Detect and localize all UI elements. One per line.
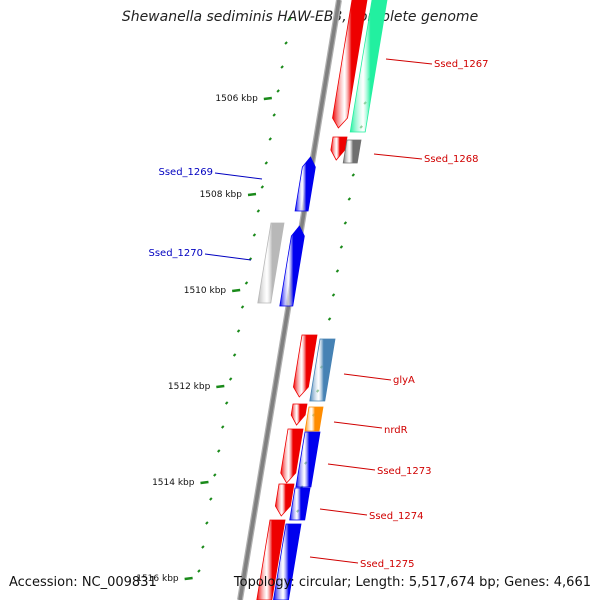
tick-label: 1516 kbp xyxy=(136,574,179,584)
gene-label: Ssed_1268 xyxy=(424,154,479,165)
gene-label: Ssed_1270 xyxy=(148,248,203,259)
minor-tick xyxy=(284,41,288,45)
gene-label: Ssed_1267 xyxy=(434,59,489,70)
minor-tick xyxy=(213,473,217,477)
outer-tick xyxy=(335,269,340,273)
minor-tick xyxy=(201,545,205,549)
gene-feature xyxy=(330,136,348,161)
major-tick xyxy=(231,288,241,293)
label-leader-line xyxy=(343,373,392,381)
gene-label: Ssed_1275 xyxy=(360,559,415,570)
minor-tick xyxy=(256,209,261,213)
minor-tick xyxy=(276,89,280,93)
minor-tick xyxy=(209,497,213,501)
gene-feature xyxy=(279,225,305,307)
label-leader-line xyxy=(309,556,359,564)
major-tick xyxy=(184,576,193,581)
gene-feature xyxy=(349,0,388,133)
gene-feature xyxy=(273,523,302,600)
tick-label: 1510 kbp xyxy=(184,286,227,296)
gene-feature xyxy=(293,334,318,398)
minor-tick xyxy=(232,353,237,357)
tick-label: 1514 kbp xyxy=(152,478,195,488)
major-tick xyxy=(263,96,272,101)
minor-tick xyxy=(228,377,233,381)
outer-tick xyxy=(343,221,348,225)
minor-tick xyxy=(280,65,284,69)
outer-tick xyxy=(331,293,336,297)
map-title: Shewanella sediminis HAW-EB3, complete g… xyxy=(121,9,479,25)
label-leader-line xyxy=(319,508,368,516)
minor-tick xyxy=(260,185,265,189)
minor-tick xyxy=(197,569,201,573)
outer-tick xyxy=(339,245,344,249)
gene-label: Ssed_1269 xyxy=(158,167,213,178)
label-leader-line xyxy=(333,421,383,429)
gene-feature xyxy=(332,0,368,129)
minor-tick xyxy=(217,449,221,453)
tick-label: 1512 kbp xyxy=(168,382,211,392)
minor-tick xyxy=(264,161,268,165)
minor-tick xyxy=(244,281,249,285)
gene-feature xyxy=(290,403,308,426)
gene-feature xyxy=(342,139,362,164)
minor-tick xyxy=(236,329,241,333)
label-leader-line xyxy=(214,172,263,180)
major-tick xyxy=(200,480,209,485)
gene-feature xyxy=(304,406,324,432)
accession-text: Accession: NC_009831 xyxy=(9,575,157,590)
outer-tick xyxy=(351,173,355,177)
gene-feature xyxy=(256,519,286,600)
gene-feature xyxy=(274,483,295,517)
minor-tick xyxy=(268,137,272,141)
major-tick xyxy=(216,384,225,389)
outer-tick xyxy=(347,197,352,201)
label-leader-line xyxy=(385,58,433,65)
gene-feature xyxy=(289,487,311,521)
topology-text: Topology: circular; Length: 5,517,674 bp… xyxy=(233,575,591,590)
gene-label: nrdR xyxy=(384,425,408,436)
outer-tick xyxy=(327,317,332,321)
gene-label: Ssed_1274 xyxy=(369,511,424,522)
gene-feature xyxy=(294,156,316,212)
gene-label: Ssed_1273 xyxy=(377,466,432,477)
label-leader-line xyxy=(373,153,423,160)
minor-tick xyxy=(240,305,245,309)
minor-tick xyxy=(221,425,225,429)
tick-label: 1508 kbp xyxy=(200,190,243,200)
label-leader-line xyxy=(204,253,252,261)
gene-feature xyxy=(309,338,336,402)
gene-feature xyxy=(257,222,285,304)
gene-feature xyxy=(280,428,304,484)
minor-tick xyxy=(224,401,229,405)
minor-tick xyxy=(288,17,292,21)
gene-label: glyA xyxy=(393,375,415,386)
minor-tick xyxy=(252,233,257,237)
major-tick xyxy=(247,192,257,197)
gene-feature xyxy=(295,431,321,488)
minor-tick xyxy=(205,521,209,525)
minor-tick xyxy=(272,113,276,117)
tick-label: 1506 kbp xyxy=(215,94,258,104)
label-leader-line xyxy=(327,463,376,471)
